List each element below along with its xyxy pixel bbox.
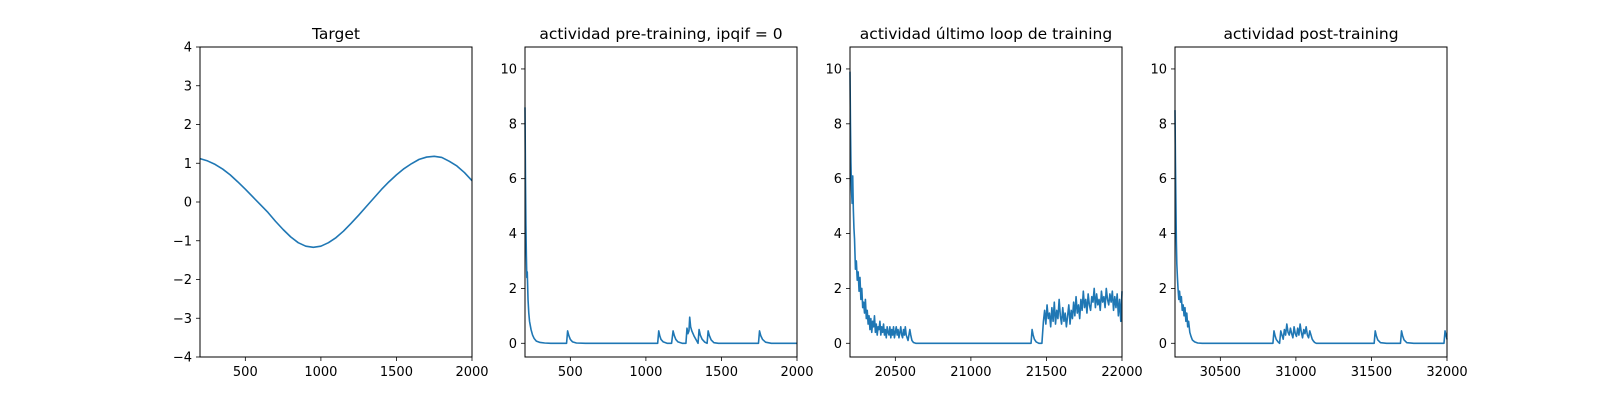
y-tick-label: 2 xyxy=(184,118,192,133)
y-tick-label: 4 xyxy=(1159,227,1167,242)
y-tick-label: 4 xyxy=(834,227,842,242)
y-tick-label: −2 xyxy=(173,273,192,288)
y-tick-label: 10 xyxy=(500,62,517,77)
x-tick-label: 31500 xyxy=(1351,365,1392,380)
x-tick-label: 1500 xyxy=(705,365,738,380)
y-tick-label: 6 xyxy=(834,172,842,187)
x-tick-label: 500 xyxy=(558,365,583,380)
axes-frame xyxy=(1174,46,1448,358)
chart-title: actividad pre-training, ipqif = 0 xyxy=(539,25,782,43)
y-tick-label: 3 xyxy=(184,79,192,94)
x-tick-label: 1500 xyxy=(380,365,413,380)
y-tick-label: 0 xyxy=(1159,337,1167,352)
x-tick-label: 31000 xyxy=(1275,365,1316,380)
x-tick-label: 2000 xyxy=(780,365,813,380)
axes-frame xyxy=(849,46,1123,358)
y-tick-label: −4 xyxy=(173,351,192,366)
x-tick-label: 22000 xyxy=(1101,365,1142,380)
x-tick-label: 20500 xyxy=(875,365,916,380)
y-tick-label: 4 xyxy=(509,227,517,242)
y-tick-label: 0 xyxy=(509,337,517,352)
chart-panel-3: 20500 21000 21500 22000 0 2 4 6 8 10 actividad últ… xyxy=(825,25,1142,380)
y-tick-label: 8 xyxy=(1159,117,1167,132)
y-tick-label: 1 xyxy=(184,157,192,172)
series-line xyxy=(1174,110,1448,345)
y-tick-label: 2 xyxy=(834,282,842,297)
chart-panel-4: 30500 31000 31500 32000 0 2 4 6 8 10 actividad pos… xyxy=(1150,25,1467,380)
chart-title: actividad post-training xyxy=(1223,25,1398,43)
series-line xyxy=(849,71,1123,345)
chart-title: Target xyxy=(311,25,360,43)
y-tick-label: 8 xyxy=(834,117,842,132)
chart-panel-2: 500 1000 1500 2000 0 2 4 6 8 10 actividad pre-trai… xyxy=(500,25,813,380)
chart-panel-1: 500 1000 1500 2000 −4 −3 −2 −1 0 1 2 3 4 Target xyxy=(173,25,489,380)
x-tick-label: 21000 xyxy=(950,365,991,380)
x-tick-label: 500 xyxy=(233,365,258,380)
x-tick-label: 32000 xyxy=(1426,365,1467,380)
y-tick-label: 0 xyxy=(834,337,842,352)
y-tick-label: 2 xyxy=(1159,282,1167,297)
y-tick-label: 6 xyxy=(509,172,517,187)
y-tick-label: 10 xyxy=(1150,62,1167,77)
y-tick-label: 8 xyxy=(509,117,517,132)
y-tick-label: 0 xyxy=(184,196,192,211)
axes-frame xyxy=(524,46,798,358)
y-tick-label: 6 xyxy=(1159,172,1167,187)
axes-frame xyxy=(199,46,473,358)
x-tick-label: 1000 xyxy=(629,365,662,380)
series-line xyxy=(199,155,473,249)
x-tick-label: 21500 xyxy=(1026,365,1067,380)
y-tick-label: 10 xyxy=(825,62,842,77)
y-tick-label: −1 xyxy=(173,234,192,249)
y-tick-label: −3 xyxy=(173,312,192,327)
x-tick-label: 30500 xyxy=(1200,365,1241,380)
x-tick-label: 2000 xyxy=(455,365,488,380)
x-tick-label: 1000 xyxy=(304,365,337,380)
chart-title: actividad último loop de training xyxy=(860,25,1112,43)
series-line xyxy=(524,107,797,345)
y-tick-label: 4 xyxy=(184,41,192,56)
y-tick-label: 2 xyxy=(509,282,517,297)
